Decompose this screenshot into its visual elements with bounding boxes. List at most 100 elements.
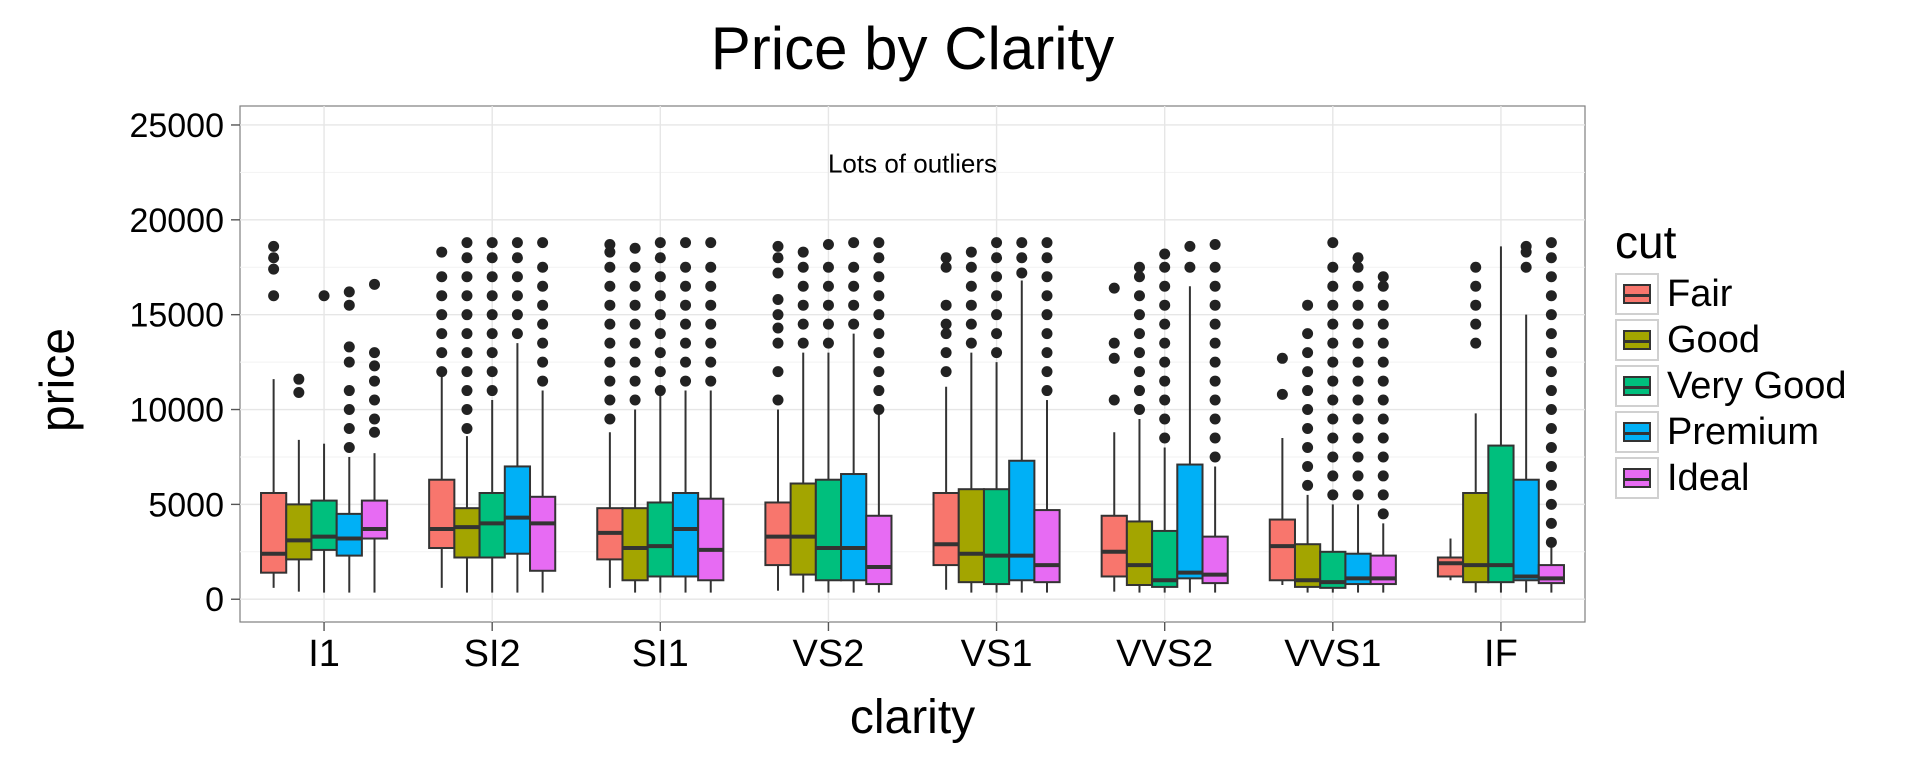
- outlier-point: [991, 237, 1003, 249]
- outlier-point: [369, 394, 380, 406]
- outlier-point: [268, 240, 280, 252]
- outlier-point: [991, 328, 1003, 340]
- box-good-vvs1: [1293, 299, 1322, 593]
- legend-item: Good: [1615, 317, 1847, 363]
- x-tick-label: VVS2: [1116, 633, 1213, 675]
- outlier-point: [461, 423, 473, 434]
- outlier-point: [654, 271, 666, 283]
- box-fair-si1: [596, 238, 624, 588]
- outlier-point: [873, 328, 885, 340]
- outlier-point: [1352, 451, 1364, 463]
- outlier-point: [1377, 489, 1389, 501]
- outlier-point: [1302, 299, 1314, 311]
- x-tick-label: VVS1: [1284, 633, 1381, 675]
- outlier-point: [537, 318, 549, 330]
- outlier-point: [511, 309, 523, 321]
- outlier-point: [1352, 394, 1364, 406]
- outlier-point: [1352, 489, 1364, 501]
- outlier-point: [797, 261, 809, 273]
- y-tick-label: 15000: [129, 297, 224, 335]
- outlier-point: [654, 366, 666, 378]
- outlier-point: [1470, 261, 1482, 273]
- outlier-point: [1041, 366, 1053, 378]
- outlier-point: [343, 423, 355, 434]
- outlier-point: [873, 290, 885, 302]
- outlier-point: [1377, 394, 1389, 406]
- outlier-point: [1016, 237, 1028, 249]
- outlier-point: [537, 261, 549, 273]
- outlier-point: [654, 237, 666, 249]
- outlier-point: [1209, 394, 1221, 406]
- outlier-point: [873, 366, 885, 378]
- outlier-point: [604, 394, 616, 406]
- box-iqr: [360, 499, 389, 540]
- outlier-point: [369, 360, 380, 372]
- outlier-point: [680, 318, 692, 330]
- outlier-point: [797, 337, 809, 349]
- outlier-point: [822, 337, 834, 349]
- legend-item: Fair: [1615, 271, 1847, 317]
- x-axis: I1 SI2 SI1 VS2 VS1 VVS2 VVS1 IF: [308, 622, 1518, 675]
- outlier-point: [1159, 394, 1171, 406]
- outlier-point: [1352, 470, 1364, 482]
- box-premium-vs2: [840, 237, 868, 593]
- outlier-point: [1377, 375, 1389, 387]
- outlier-point: [1108, 282, 1120, 294]
- outlier-point: [369, 426, 380, 438]
- outlier-point: [654, 290, 666, 302]
- outlier-point: [654, 347, 666, 359]
- outlier-point: [705, 318, 717, 330]
- box-iqr: [789, 482, 817, 576]
- outlier-point: [1159, 432, 1171, 444]
- outlier-point: [654, 328, 666, 340]
- box-premium-si2: [503, 237, 532, 593]
- outlier-point: [1302, 385, 1314, 397]
- outlier-point: [1133, 328, 1145, 340]
- outlier-point: [848, 237, 860, 249]
- box-iqr: [503, 465, 532, 555]
- outlier-point: [822, 238, 834, 250]
- outlier-point: [629, 242, 641, 254]
- legend-label: Ideal: [1667, 456, 1750, 499]
- legend-swatch: [1615, 365, 1659, 407]
- y-tick-label: 20000: [129, 202, 224, 240]
- outlier-point: [772, 337, 784, 349]
- outlier-point: [1520, 261, 1532, 273]
- outlier-point: [1159, 261, 1171, 273]
- outlier-point: [343, 404, 355, 416]
- outlier-point: [1352, 280, 1364, 292]
- outlier-point: [537, 375, 549, 387]
- outlier-point: [629, 299, 641, 311]
- outlier-point: [797, 318, 809, 330]
- legend-swatch: [1615, 457, 1659, 499]
- outlier-point: [680, 356, 692, 368]
- outlier-point: [797, 299, 809, 311]
- outlier-point: [293, 386, 305, 398]
- outlier-point: [1545, 498, 1557, 510]
- outlier-point: [1016, 252, 1028, 264]
- box-ideal-i1: [360, 278, 389, 593]
- outlier-point: [1352, 432, 1364, 444]
- outlier-point: [436, 271, 448, 283]
- outlier-point: [268, 263, 280, 275]
- outlier-point: [873, 252, 885, 264]
- legend-swatch: [1615, 319, 1659, 361]
- outlier-point: [1159, 375, 1171, 387]
- outlier-point: [705, 299, 717, 311]
- outlier-point: [1377, 299, 1389, 311]
- outlier-point: [1041, 252, 1053, 264]
- outlier-point: [1377, 271, 1389, 283]
- outlier-point: [1159, 413, 1171, 425]
- outlier-point: [1352, 337, 1364, 349]
- outlier-point: [1377, 508, 1389, 520]
- outlier-point: [1377, 451, 1389, 463]
- x-tick-label: I1: [308, 633, 340, 675]
- outlier-point: [1327, 451, 1339, 463]
- outlier-point: [1209, 238, 1221, 250]
- outlier-point: [991, 252, 1003, 264]
- y-axis-label: price: [31, 327, 85, 433]
- box-premium-vvs2: [1176, 240, 1204, 593]
- outlier-point: [1041, 328, 1053, 340]
- outlier-point: [461, 366, 473, 378]
